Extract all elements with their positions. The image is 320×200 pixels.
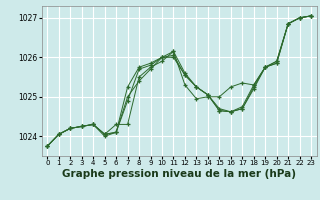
X-axis label: Graphe pression niveau de la mer (hPa): Graphe pression niveau de la mer (hPa) [62,169,296,179]
